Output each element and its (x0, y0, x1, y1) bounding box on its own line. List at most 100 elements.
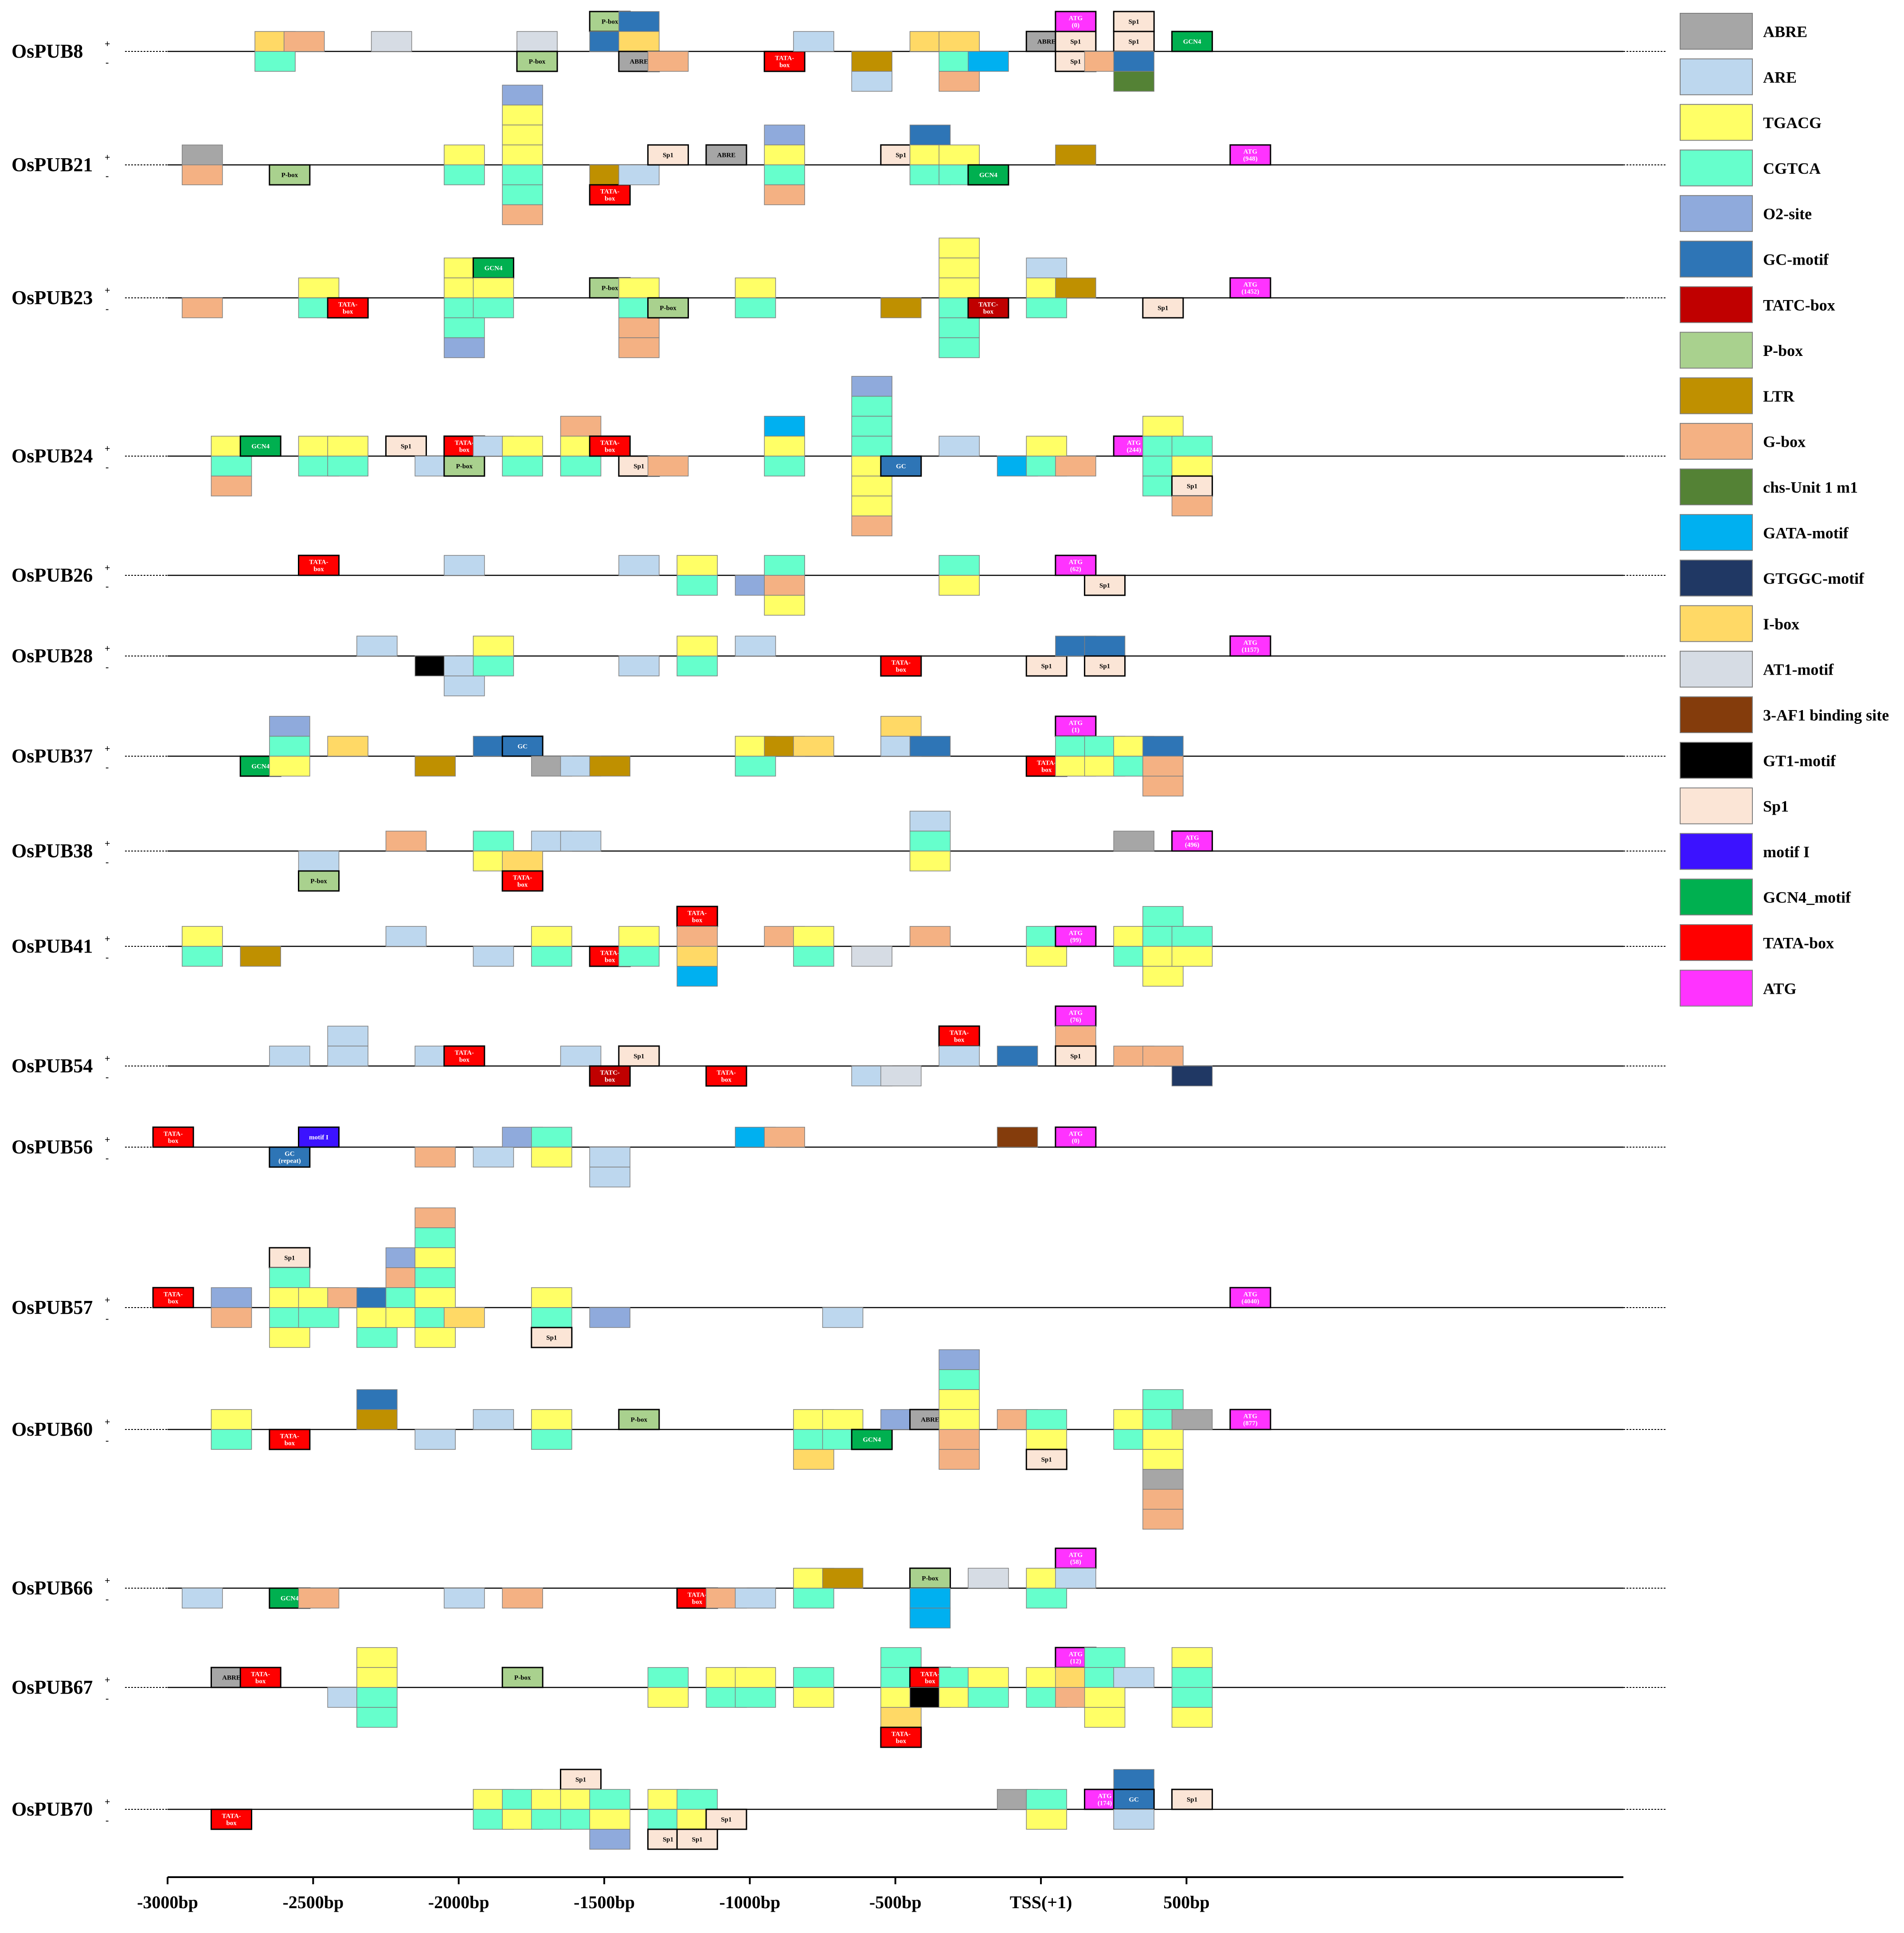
motif-are-box (444, 555, 485, 576)
motif-cgtca-box (356, 1707, 398, 1728)
motif-label: TATA-box (950, 1030, 969, 1044)
motif-tata-box (589, 184, 631, 206)
motif-label: GCN4 (863, 1437, 881, 1444)
strand-plus-mark: + (105, 743, 110, 754)
motif-sp1-box (1025, 1449, 1067, 1470)
motif-atg-box (1055, 1126, 1097, 1148)
gene-label: OsPUB56 (12, 1136, 93, 1158)
legend-label: motif I (1763, 843, 1810, 861)
motif-label: TATA-box (891, 660, 911, 674)
motif-gbox-box (502, 1588, 543, 1609)
gene-row-ospub28: OsPUB28 + - TATA-box Sp1 Sp1 ATG (1157) (12, 635, 1667, 696)
legend-item-chs: chs-Unit 1 m1 (1680, 469, 1858, 505)
motif-cgtca-box (182, 946, 223, 967)
motif-cgtca-box (589, 1789, 630, 1810)
motif-cgtca-box (880, 1647, 922, 1668)
motif-label: TATA-box (164, 1291, 183, 1305)
motif-are-box (327, 1026, 368, 1047)
legend-item-motifi: motif I (1680, 833, 1810, 870)
motif-tgacg-box (531, 1147, 572, 1168)
motif-tgacg-box (1026, 946, 1067, 967)
strand-plus-mark: + (105, 562, 110, 573)
motif-are-box (735, 1588, 776, 1609)
motif-sp1-box (1084, 655, 1126, 677)
motif-label: ABRE (1037, 39, 1056, 46)
motif-label: GCN4 (1183, 39, 1201, 46)
motif-tgacg-box (298, 277, 340, 298)
motif-gbox-box (502, 204, 543, 225)
motif-gc-box (880, 455, 922, 477)
motif-tgacg-box (414, 1287, 456, 1308)
motif-ltr-box (880, 297, 922, 318)
motif-tata-box (152, 1126, 194, 1148)
motif-label: ATG (76) (1069, 1010, 1083, 1024)
motif-gc-box (909, 125, 951, 145)
motif-sp1-box (1171, 1789, 1213, 1810)
motif-cgtca-box (793, 946, 834, 967)
motif-gbox-box (1142, 776, 1184, 797)
motif-abre-box (182, 144, 223, 165)
motif-label: ATG (99) (1069, 930, 1083, 944)
motif-gbox-box (1055, 456, 1096, 476)
gene-row-ospub38: OsPUB38 + - P-box TATA-box ATG (496) (12, 811, 1667, 892)
motif-label: TATA-box (775, 55, 794, 69)
motif-ibox-box (618, 31, 660, 52)
legend-label: O2-site (1763, 205, 1812, 223)
motif-tata-box (239, 1667, 281, 1688)
motif-label: ATG (12) (1069, 1651, 1083, 1665)
legend-label: Sp1 (1763, 797, 1789, 815)
motif-label: ATG (877) (1243, 1413, 1258, 1427)
motif-tgacg-box (676, 555, 718, 576)
motif-tata-box (880, 655, 922, 677)
strand-plus-mark: + (105, 1575, 110, 1586)
motif-at1-box (851, 946, 892, 967)
gene-label: OsPUB41 (12, 935, 93, 957)
motif-label: P-box (310, 878, 327, 885)
strand-minus-mark: - (106, 1152, 109, 1164)
strand-plus-mark: + (105, 152, 110, 163)
motif-gbox-box (211, 476, 252, 496)
motif-label: Sp1 (663, 152, 673, 159)
gene-row-ospub24: OsPUB24 + - GCN4 Sp1 TATA-box P-box TATA-box Sp1… (12, 376, 1667, 536)
legend-label: GCN4_motif (1763, 889, 1851, 906)
motif-are-box (909, 811, 951, 832)
motif-ibox-box (793, 1449, 834, 1470)
gene-label: OsPUB21 (12, 154, 93, 176)
motif-label: GCN4 (251, 763, 270, 770)
motif-sp1-box (1055, 31, 1097, 52)
legend-swatch (1680, 787, 1753, 824)
motif-atg-box (1229, 1409, 1271, 1430)
motif-pbox-box (516, 51, 558, 72)
motif-gbox-box (618, 337, 660, 358)
motif-are-box (444, 676, 485, 696)
motif-tgacg-box (473, 277, 514, 298)
legend-label: 3-AF1 binding site (1763, 707, 1889, 724)
motif-tatc-box (967, 297, 1009, 319)
motif-label: Sp1 (1070, 59, 1081, 66)
motif-label: GCN4 (485, 265, 503, 272)
legend-swatch (1680, 104, 1753, 141)
motif-tgacg-box (938, 1389, 980, 1410)
motif-gbox-box (764, 575, 805, 596)
motif-tgacg-box (502, 105, 543, 125)
motif-cgtca-box (531, 1429, 572, 1450)
legend-label: ABRE (1763, 23, 1807, 41)
motif-cgtca-box (1026, 297, 1067, 318)
motif-cgtca-box (735, 756, 776, 777)
motif-label: GCN4 (251, 443, 270, 450)
motif-tgacg-box (909, 851, 951, 871)
legend-item-gata: GATA-motif (1680, 514, 1849, 551)
motif-gbox-box (182, 164, 223, 185)
motif-tgacg-box (444, 144, 485, 165)
motif-are-box (356, 636, 398, 656)
axis-tick-label: TSS(+1) (1010, 1892, 1072, 1912)
motif-gbox-box (1142, 1489, 1184, 1510)
motif-tgacg-box (1142, 1429, 1184, 1450)
legend-swatch (1680, 969, 1753, 1007)
motif-label: Sp1 (575, 1777, 586, 1784)
motif-cgtca-box (531, 1127, 572, 1148)
gene-row-ospub37: OsPUB37 + - GCN4 GC TATA-box ATG (1) (12, 715, 1667, 797)
motif-tgacg-box (1142, 1449, 1184, 1470)
motif-are-box (473, 946, 514, 967)
motif-label: Sp1 (1041, 1457, 1052, 1464)
